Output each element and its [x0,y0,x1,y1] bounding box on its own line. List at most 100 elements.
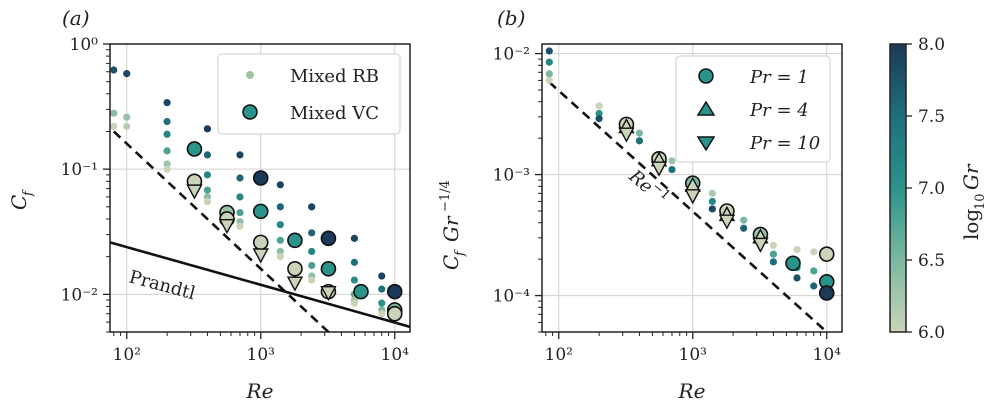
ylabel-b-main: C [439,255,463,270]
axes-frame-b [541,43,843,333]
point-a-s0-11 [163,165,171,173]
point-a-s0-46 [378,310,386,318]
point-b-s0-23 [810,267,818,275]
tick-label-x-b-0: 10² [545,345,573,365]
point-a-s0-28 [276,247,284,256]
point-b-s0-17 [769,250,778,258]
point-a-s0-15 [203,186,212,194]
point-b-s0-7 [635,129,644,137]
tick-label-y-a-2: 10⁰ [70,35,99,55]
point-a-s0-25 [276,203,284,211]
point-a-s0-5 [123,122,131,130]
colorbar-label-log: log [959,209,983,240]
point-b-s3-4 [752,237,769,253]
point-b-s0-12 [708,197,716,206]
point-b-s0-10 [668,165,676,174]
colorbar-tick-label-4: 8.0 [918,35,945,55]
tick-label-y-b-1: 10⁻³ [493,166,530,186]
point-a-s1-5 [252,203,269,220]
lines-b [548,81,828,332]
point-b-s0-16 [769,241,778,249]
point-a-s0-14 [203,171,212,179]
point-a-s0-19 [236,174,244,182]
point-b-s0-1 [545,58,553,66]
legend-a-marker-vc [242,104,258,120]
point-a-s0-32 [308,247,316,256]
point-a-s1-9 [320,230,337,247]
colorbar-tick-label-1: 6.5 [918,251,945,271]
legend-b-marker-pr1 [698,68,714,84]
point-a-s0-43 [378,285,386,293]
ylabel-b-exp: −1/4 [438,180,453,212]
point-a-s0-36 [350,234,358,242]
point-a-s1-13 [386,283,403,300]
point-a-s0-0 [110,66,118,74]
panel-label-b: (b) [497,6,525,30]
point-b-s0-24 [810,282,818,290]
legend-b-box [675,55,831,163]
point-a-s0-42 [378,272,386,280]
axes-frame-a [109,43,411,333]
point-b-s0-11 [708,189,716,197]
point-b-s0-14 [740,216,748,224]
point-a-s0-2 [110,122,118,130]
ref-line-a-1 [110,241,410,329]
point-a-s2-1 [218,218,236,235]
point-a-s2-4 [320,285,337,302]
point-a-s0-3 [123,70,131,78]
point-a-s0-20 [236,193,244,201]
tick-label-x-a-2: 10⁴ [381,345,410,365]
legend-b-label-pr10: Pr = 10 [749,133,820,154]
point-a-s1-8 [287,260,303,277]
point-b-s0-4 [595,102,603,110]
point-b-s0-2 [545,70,553,78]
point-b-s3-3 [718,214,736,230]
ylabel-b: C f Gr −1/4 [438,180,468,270]
point-a-s1-10 [320,260,337,277]
point-b-s0-9 [668,157,676,165]
point-a-s1-12 [353,283,369,300]
point-b-s3-2 [684,189,701,205]
point-a-s1-6 [252,234,269,251]
point-a-s0-21 [236,208,244,217]
colorbar-label-sub: 10 [973,193,988,210]
legend-a-marker-rb [246,71,254,79]
point-a-s0-26 [276,221,284,229]
colorbar-ticks: 6.0 6.5 7.0 7.5 8.0 [906,35,945,343]
point-a-s0-37 [350,258,358,266]
ticks-b: 10² 10³ 10⁴ 10⁻⁴ 10⁻³ 10⁻² [493,45,842,365]
point-b-s1-5 [785,255,801,272]
point-a-s0-44 [378,299,386,307]
point-b-s0-6 [595,115,603,123]
point-a-s0-33 [308,261,316,270]
colorbar-label: log 10 Gr [959,163,988,240]
point-a-s1-7 [287,232,303,249]
lines-a [110,130,410,332]
tick-label-y-b-2: 10⁻² [493,45,530,65]
legend-b-label-pr4: Pr = 4 [749,100,809,121]
point-a-s0-1 [110,109,118,117]
point-b-s1-8 [818,285,835,301]
point-a-s2-0 [186,184,203,200]
point-b-s0-21 [793,274,801,282]
point-a-s0-10 [163,160,171,168]
point-a-s1-0 [186,141,203,157]
tick-label-x-b-1: 10³ [679,345,707,365]
point-b-s0-13 [708,205,716,213]
point-b-s3-0 [618,127,635,143]
point-b-s3-1 [650,161,668,177]
point-b-s0-0 [545,47,553,55]
xlabel-a: Re [246,379,274,403]
ylabel-b-sub: f [453,249,468,257]
point-a-s0-13 [203,151,212,159]
tick-label-y-a-0: 10⁻² [61,285,98,305]
point-a-s0-18 [236,151,244,159]
legend-a: Mixed RB Mixed VC [217,53,401,135]
point-b-s0-18 [769,258,778,266]
point-a-s0-35 [308,276,316,284]
point-b-s1-6 [818,246,835,262]
point-b-s0-15 [740,224,748,232]
prandtl-label: Prandtl [127,267,198,305]
point-a-s1-4 [252,170,269,186]
